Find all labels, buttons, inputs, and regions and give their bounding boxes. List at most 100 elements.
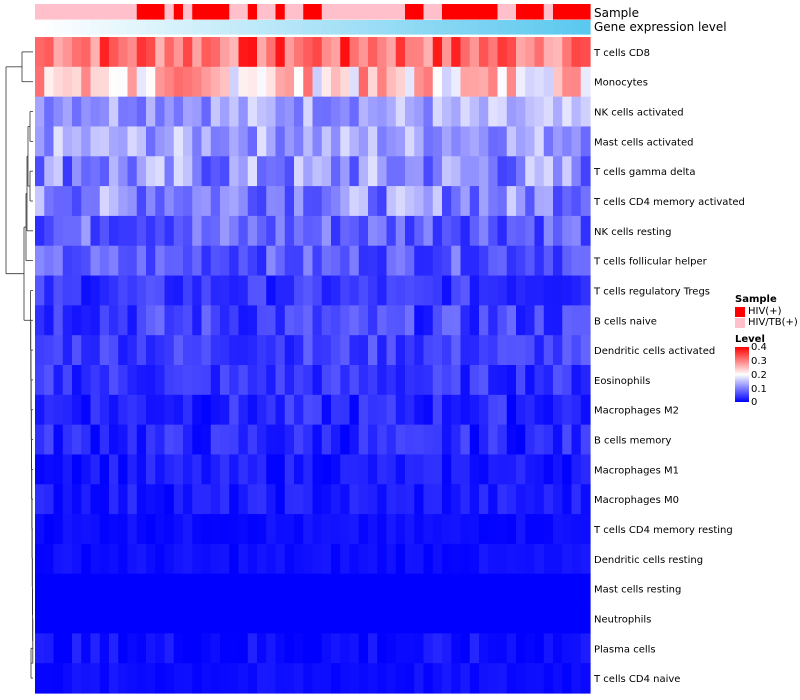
heatmap-cell (220, 156, 230, 187)
heatmap-cell (460, 275, 471, 306)
heatmap-cell (62, 663, 73, 694)
heatmap-cell (275, 186, 286, 217)
heatmap-cell (62, 305, 73, 336)
heatmap-cell (127, 275, 138, 306)
heatmap-cell (53, 454, 64, 485)
heatmap-cell (386, 96, 397, 128)
heatmap-cell (155, 126, 166, 157)
legend-tick: 0.4 (751, 342, 767, 353)
heatmap-cell (118, 514, 129, 545)
heatmap-cell (257, 215, 267, 247)
heatmap-cell (377, 66, 388, 98)
heatmap-cell (275, 215, 286, 247)
expression-annotation-cell (109, 20, 119, 35)
heatmap-cell (395, 126, 406, 157)
heatmap-cell (99, 245, 110, 277)
row-label: NK cells resting (594, 227, 671, 238)
heatmap-cell (349, 484, 360, 515)
heatmap-cell (155, 156, 166, 187)
heatmap-cell (44, 365, 55, 396)
heatmap-cell (99, 275, 110, 306)
heatmap-cell (136, 156, 147, 187)
expression-annotation-cell (53, 20, 64, 35)
expression-annotation-cell (238, 20, 249, 35)
heatmap-cell (479, 335, 489, 366)
heatmap-cell (210, 633, 221, 664)
heatmap-cell (81, 305, 92, 336)
heatmap-cell (35, 335, 45, 366)
heatmap-cell (164, 484, 175, 515)
heatmap-cell (479, 514, 489, 545)
heatmap-cell (414, 365, 425, 396)
heatmap-cell (423, 186, 434, 217)
heatmap-cell (284, 573, 295, 605)
heatmap-cell (294, 394, 304, 426)
legend-tick: 0.3 (751, 356, 767, 367)
sample-annotation-cell (192, 4, 203, 20)
heatmap-cell (571, 424, 582, 456)
expression-annotation-cell (488, 20, 499, 35)
heatmap-cell (340, 514, 351, 545)
heatmap-cell (90, 573, 101, 605)
heatmap-cell (44, 275, 55, 306)
heatmap-cell (423, 603, 434, 634)
heatmap-cell (580, 633, 591, 664)
heatmap-cell (580, 66, 591, 98)
heatmap-cell (525, 126, 536, 157)
heatmap-cell (368, 633, 378, 664)
heatmap-cell (81, 394, 92, 426)
heatmap-cell (358, 573, 369, 605)
heatmap-cell (395, 484, 406, 515)
heatmap-cell (423, 37, 434, 68)
heatmap-cell (90, 186, 101, 217)
heatmap-cell (173, 126, 184, 157)
heatmap-cell (229, 335, 240, 366)
heatmap-cell (72, 156, 82, 187)
heatmap-cell (146, 37, 156, 68)
heatmap-cell (35, 126, 45, 157)
sample-annotation-cell (423, 4, 434, 20)
row-label: Dendritic cells activated (594, 346, 715, 357)
sample-annotation-cell (238, 4, 249, 20)
heatmap-cell (423, 514, 434, 545)
heatmap-cell (229, 186, 240, 217)
heatmap-cell (525, 365, 536, 396)
heatmap-cell (136, 663, 147, 694)
heatmap-cell (377, 96, 388, 128)
heatmap-cell (275, 484, 286, 515)
heatmap-cell (266, 215, 277, 247)
heatmap-cell (247, 215, 258, 247)
row-label: Mast cells resting (594, 585, 681, 596)
sample-annotation-cell (525, 4, 536, 20)
heatmap-cell (497, 484, 508, 515)
heatmap-cell (90, 96, 101, 128)
heatmap-cell (488, 186, 499, 217)
annotation-label-sample: Sample (594, 6, 639, 20)
heatmap-cell (303, 156, 314, 187)
heatmap-cell (53, 37, 64, 68)
heatmap-cell (405, 454, 415, 485)
heatmap-cell (516, 454, 526, 485)
heatmap-cell (442, 335, 452, 366)
heatmap-cell (368, 66, 378, 98)
expression-annotation-cell (377, 20, 388, 35)
heatmap-cell (442, 514, 452, 545)
heatmap-cell (109, 305, 119, 336)
heatmap-cell (331, 663, 341, 694)
heatmap-cell (81, 633, 92, 664)
heatmap-cell (303, 573, 314, 605)
heatmap-cell (183, 96, 193, 128)
heatmap-cell (90, 275, 101, 306)
heatmap-cell (99, 543, 110, 575)
heatmap-cell (414, 245, 425, 277)
heatmap-cell (543, 156, 554, 187)
heatmap-cell (553, 245, 563, 277)
heatmap-cell (266, 603, 277, 634)
heatmap-cell (525, 633, 536, 664)
heatmap-cell (201, 633, 212, 664)
heatmap-cell (155, 335, 166, 366)
heatmap-cell (173, 66, 184, 98)
heatmap-cell (479, 603, 489, 634)
row-label: Plasma cells (594, 644, 656, 655)
heatmap-cell (377, 454, 388, 485)
